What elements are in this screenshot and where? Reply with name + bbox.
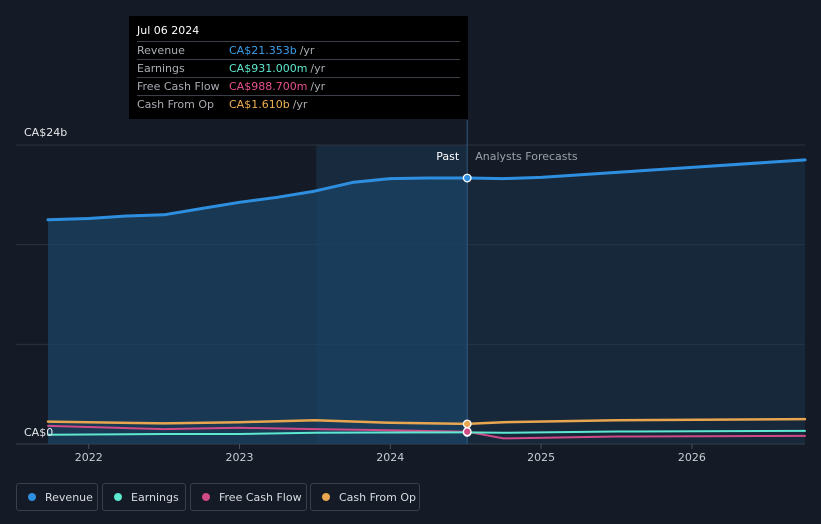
series-line-earnings bbox=[47, 429, 806, 436]
tooltip-value: CA$21.353b bbox=[229, 44, 297, 57]
tooltip-value: CA$988.700m bbox=[229, 80, 308, 93]
tooltip-unit: /yr bbox=[299, 44, 315, 57]
legend-label: Revenue bbox=[45, 490, 93, 504]
tooltip-label: Free Cash Flow bbox=[137, 80, 220, 93]
x-tick-label: 2024 bbox=[376, 451, 404, 464]
revenue-dot-icon bbox=[28, 493, 36, 501]
hover-marker-free-cash-flow bbox=[462, 427, 472, 437]
hover-marker-cash-from-op bbox=[462, 419, 472, 429]
x-tick-label: 2022 bbox=[75, 451, 103, 464]
past-label: Past bbox=[436, 150, 460, 163]
tooltip-value: CA$931.000m bbox=[229, 62, 308, 75]
tooltip-date: Jul 06 2024 bbox=[137, 24, 200, 37]
series-line-revenue bbox=[46, 158, 807, 222]
series-line-free-cash-flow bbox=[47, 424, 806, 440]
hover-marker-revenue bbox=[462, 173, 472, 183]
tooltip-label: Earnings bbox=[137, 62, 185, 75]
x-tick-label: 2023 bbox=[226, 451, 254, 464]
legend-label: Free Cash Flow bbox=[219, 490, 302, 504]
legend-item-cash-from-op[interactable]: Cash From Op bbox=[310, 483, 420, 511]
tooltip-row-free-cash-flow: Free Cash Flow CA$988.700m /yr bbox=[137, 77, 460, 95]
tooltip-row-cash-from-op: Cash From Op CA$1.610b /yr bbox=[137, 95, 460, 113]
tooltip-unit: /yr bbox=[310, 80, 326, 93]
tooltip-unit: /yr bbox=[292, 98, 308, 111]
series-line-cash-from-op bbox=[46, 417, 807, 426]
tooltip-row-earnings: Earnings CA$931.000m /yr bbox=[137, 59, 460, 77]
free-cash-flow-dot-icon bbox=[202, 493, 210, 501]
tooltip-row-revenue: Revenue CA$21.353b /yr bbox=[137, 41, 460, 59]
legend-label: Cash From Op bbox=[339, 490, 417, 504]
legend-label: Earnings bbox=[131, 490, 179, 504]
legend-item-free-cash-flow[interactable]: Free Cash Flow bbox=[190, 483, 307, 511]
revenue-area-past bbox=[48, 178, 468, 444]
y-tick-label-bottom: CA$0 bbox=[24, 426, 53, 439]
revenue-area-forecast bbox=[467, 159, 805, 444]
cash-from-op-dot-icon bbox=[322, 493, 330, 501]
tooltip: Jul 06 2024 Revenue CA$21.353b /yr Earni… bbox=[129, 16, 468, 119]
x-tick-label: 2026 bbox=[678, 451, 706, 464]
tooltip-unit: /yr bbox=[310, 62, 326, 75]
earnings-dot-icon bbox=[114, 493, 122, 501]
y-tick-label-top: CA$24b bbox=[24, 126, 67, 139]
x-tick-label: 2025 bbox=[527, 451, 555, 464]
tooltip-label: Cash From Op bbox=[137, 98, 215, 111]
tooltip-label: Revenue bbox=[137, 44, 185, 57]
legend-item-revenue[interactable]: Revenue bbox=[16, 483, 98, 511]
tooltip-value: CA$1.610b bbox=[229, 98, 290, 111]
legend-item-earnings[interactable]: Earnings bbox=[102, 483, 186, 511]
forecast-label: Analysts Forecasts bbox=[475, 150, 578, 163]
